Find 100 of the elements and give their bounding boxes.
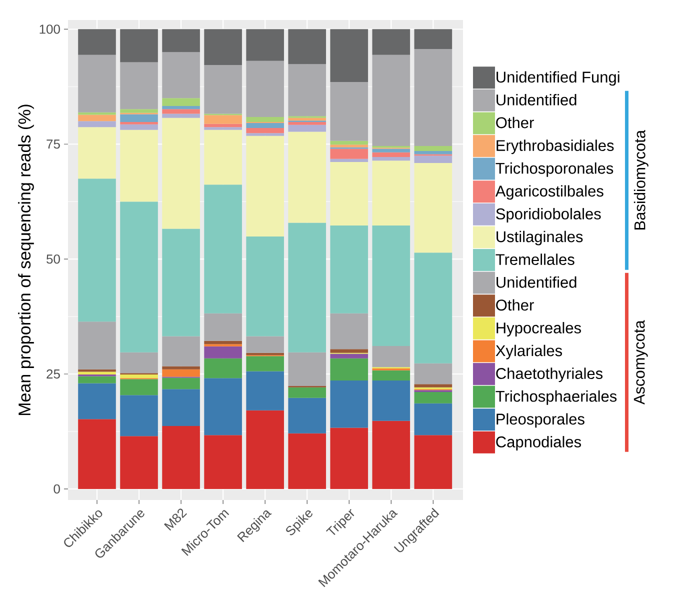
legend-label: Xylariales <box>496 344 562 360</box>
y-tick-label: 50 <box>46 254 60 264</box>
bar <box>330 29 368 82</box>
bar <box>204 435 242 489</box>
bar <box>78 121 116 128</box>
bar <box>78 178 116 322</box>
bar <box>414 156 452 163</box>
bar <box>288 122 326 125</box>
bar <box>162 389 200 426</box>
bar <box>414 48 452 146</box>
bar <box>204 65 242 114</box>
bar <box>78 372 116 374</box>
bar <box>330 158 368 162</box>
legend-label: Other <box>496 299 534 311</box>
text: Basidiomycota <box>634 130 648 230</box>
bar <box>372 420 410 489</box>
bar <box>162 228 200 336</box>
bar <box>204 346 242 358</box>
bar <box>414 162 452 253</box>
bar <box>246 236 284 336</box>
bar <box>414 403 452 436</box>
bar <box>288 433 326 489</box>
legend-label: Trichosporonales <box>496 162 614 177</box>
bar <box>204 127 242 130</box>
bar <box>162 366 200 370</box>
bar <box>372 160 410 226</box>
bar <box>372 346 410 368</box>
bar <box>204 124 242 128</box>
bar <box>204 130 242 185</box>
bar <box>162 109 200 114</box>
bar <box>162 369 200 377</box>
bar <box>120 114 158 122</box>
legend-label: Pleosporales <box>496 413 584 428</box>
bar <box>330 380 368 428</box>
bar <box>120 109 158 113</box>
bar <box>372 380 410 421</box>
bar <box>330 226 368 314</box>
bar <box>414 252 452 364</box>
bar <box>288 352 326 386</box>
bar <box>288 118 326 121</box>
bar <box>414 151 452 154</box>
bar <box>204 358 242 378</box>
bar <box>78 29 116 55</box>
bar <box>288 387 326 398</box>
bar <box>78 376 116 384</box>
legend-label: Other <box>496 116 534 128</box>
bar <box>162 106 200 110</box>
bar <box>246 371 284 410</box>
bar <box>288 398 326 434</box>
bar <box>246 60 284 117</box>
y-tick-label: 100 <box>40 24 60 34</box>
bar <box>120 379 158 396</box>
bar <box>330 354 368 358</box>
bar <box>120 202 158 352</box>
bar <box>162 52 200 98</box>
bar <box>120 374 158 378</box>
bar <box>246 122 284 128</box>
bar <box>330 358 368 380</box>
bar <box>246 136 284 237</box>
legend-label: Trichosphaeriales <box>496 390 617 405</box>
legend-label: Sporidiobolales <box>496 208 601 222</box>
bar <box>414 29 452 49</box>
legend-label: Ustilaginales <box>496 230 583 246</box>
y-tick-label: 75 <box>46 140 60 149</box>
bar <box>246 117 284 122</box>
bar <box>372 148 410 152</box>
legend-label: Erythrobasidiales <box>496 140 614 154</box>
bar <box>162 426 200 489</box>
y-tick-label: 0 <box>54 484 60 494</box>
bar <box>372 54 410 146</box>
bar <box>246 29 284 61</box>
legend-label: Hypocreales <box>496 322 581 336</box>
legend-label: Chaetothyriales <box>496 368 603 382</box>
bar <box>330 82 368 141</box>
bar <box>330 313 368 350</box>
bar <box>414 146 452 152</box>
bar <box>204 29 242 66</box>
bar <box>204 340 242 344</box>
bar <box>330 162 368 226</box>
bar <box>414 384 452 388</box>
legend-label: Capnodiales <box>496 436 581 450</box>
bar <box>330 148 368 159</box>
bar <box>204 184 242 314</box>
bar <box>288 222 326 352</box>
legend-label: Agaricostilbales <box>495 185 604 200</box>
bar <box>372 370 410 380</box>
bar <box>78 127 116 179</box>
bar <box>288 124 326 132</box>
bar <box>78 383 116 420</box>
bar <box>78 419 116 489</box>
bar <box>162 118 200 229</box>
legend-label: Unidentified Fungi <box>496 71 620 86</box>
bar <box>330 144 368 148</box>
bar <box>288 64 326 116</box>
bar <box>204 378 242 436</box>
bar <box>288 132 326 223</box>
bar <box>204 313 242 341</box>
bar <box>162 114 200 118</box>
bar <box>372 29 410 55</box>
bar <box>120 395 158 436</box>
